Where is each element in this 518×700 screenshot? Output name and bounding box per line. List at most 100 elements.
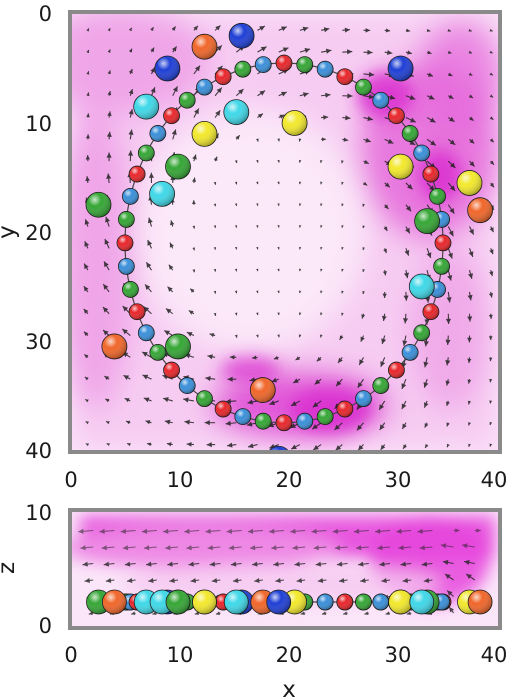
flow-arrow: [85, 398, 89, 403]
flow-arrow: [423, 357, 429, 368]
flow-arrow: [468, 72, 473, 76]
flow-arrow: [463, 559, 475, 565]
flow-arrow: [252, 355, 258, 360]
flow-arrow: [184, 528, 200, 534]
flow-arrow: [213, 268, 217, 272]
flow-arrow: [205, 528, 221, 534]
flow-arrow: [188, 561, 200, 567]
flow-arrow: [167, 561, 179, 567]
flow-arrow: [273, 561, 285, 567]
flow-arrow: [469, 226, 475, 235]
flow-arrow: [448, 94, 454, 100]
flow-arrow: [421, 561, 433, 567]
flow-arrow: [106, 152, 112, 162]
flow-arrow: [320, 312, 323, 316]
flow-arrow: [299, 246, 302, 250]
flow-arrow: [234, 203, 238, 207]
flow-arrow: [256, 268, 259, 272]
flow-arrow: [190, 577, 200, 584]
flow-arrow: [105, 420, 110, 425]
flow-arrow: [489, 50, 493, 54]
flow-arrow: [362, 247, 365, 251]
flow-arrow: [363, 159, 369, 165]
flow-arrow: [128, 68, 133, 75]
flow-arrow: [163, 330, 173, 337]
ring-bead: [401, 125, 419, 142]
flow-arrow: [213, 290, 217, 294]
flow-arrow: [353, 528, 369, 534]
flow-arrow: [256, 159, 259, 163]
flow-arrow: [103, 261, 110, 271]
flow-arrow: [296, 577, 306, 584]
flow-arrow: [277, 246, 280, 250]
flow-arrow: [426, 50, 432, 55]
flow-field-background: [72, 14, 498, 450]
flow-arrow: [106, 443, 110, 447]
flow-arrow: [321, 92, 331, 98]
flow-arrow: [379, 422, 386, 431]
flow-arrow: [277, 203, 280, 206]
flow-arrow: [316, 356, 322, 362]
flow-arrow: [128, 108, 134, 118]
ring-bead: [401, 343, 419, 361]
flow-arrow: [290, 400, 301, 407]
top-y-ticks: 0 10 20 30 40: [25, 2, 52, 463]
flow-arrow: [128, 27, 133, 32]
flow-arrow: [207, 545, 221, 551]
flow-arrow: [299, 268, 302, 272]
flow-arrow: [426, 117, 436, 123]
flow-arrow: [234, 268, 238, 272]
flow-arrow: [469, 116, 474, 122]
flow-arrow: [102, 306, 110, 315]
bottom-x-tick-20: 20: [276, 643, 303, 667]
flow-arrow: [341, 181, 344, 185]
flow-arrow: [120, 528, 136, 534]
flow-arrow: [299, 290, 302, 294]
flow-arrow: [84, 577, 94, 584]
flow-arrow: [488, 291, 494, 298]
top-x-tick-20: 20: [276, 468, 303, 492]
flow-arrow: [143, 397, 152, 403]
flow-arrow: [403, 270, 409, 279]
flow-arrow: [357, 444, 364, 450]
ring-bead: [413, 144, 431, 162]
flow-arrow: [145, 420, 152, 425]
flow-arrow: [299, 92, 309, 98]
flow-arrow: [273, 355, 279, 360]
flow-arrow: [489, 400, 493, 404]
flow-arrow: [489, 248, 494, 255]
top-y-tick-30: 30: [25, 330, 52, 354]
flow-arrow: [234, 334, 238, 338]
flow-arrow: [401, 378, 407, 390]
flow-arrow: [402, 313, 409, 324]
ring-bead: [316, 60, 334, 78]
flow-arrow: [446, 443, 450, 448]
flow-arrow: [269, 528, 285, 534]
flow-arrow: [275, 577, 285, 584]
flow-arrow: [319, 334, 323, 338]
loose-particle-side: [409, 589, 435, 615]
flow-arrow: [269, 400, 279, 406]
flow-arrow: [362, 290, 365, 295]
ring-bead: [214, 400, 232, 418]
flow-arrow: [85, 443, 90, 447]
flow-arrow: [465, 573, 476, 581]
flow-arrow: [249, 545, 263, 551]
ring-bead: [214, 68, 232, 86]
flow-arrow: [86, 92, 90, 96]
flow-arrow: [402, 444, 407, 450]
flow-arrow: [489, 94, 494, 98]
flow-arrow: [385, 611, 391, 616]
ring-bead: [429, 187, 446, 205]
flow-arrow: [214, 25, 221, 31]
flow-arrow: [213, 203, 217, 207]
flow-arrow: [447, 182, 456, 192]
flow-arrow: [447, 226, 454, 237]
ring-bead-side: [316, 593, 334, 611]
flow-arrow: [317, 577, 327, 584]
ring-bead: [128, 165, 146, 183]
top-x-tick-10: 10: [167, 468, 194, 492]
ring-bead: [122, 187, 139, 205]
flow-arrow: [209, 561, 221, 567]
